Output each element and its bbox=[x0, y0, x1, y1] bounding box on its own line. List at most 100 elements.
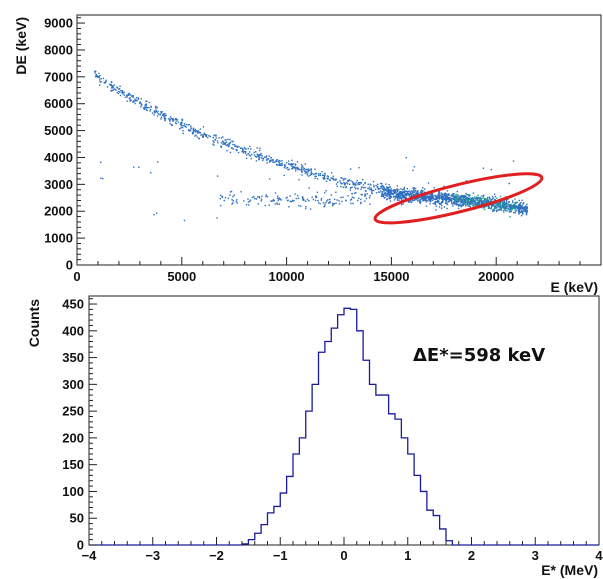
scatter-point-436 bbox=[132, 96, 134, 98]
scatter-point-537 bbox=[294, 166, 297, 169]
scatter-point-588 bbox=[292, 166, 294, 168]
scatter-point-1158 bbox=[426, 196, 428, 198]
scatter-point-1143 bbox=[428, 198, 431, 200]
scatter-point-1945 bbox=[442, 199, 444, 201]
scatter-point-1177 bbox=[492, 210, 494, 213]
scatter-point-45 bbox=[314, 175, 316, 178]
scatter-point-666 bbox=[335, 202, 337, 205]
scatter-point-1709 bbox=[457, 207, 460, 210]
scatter-point-1230 bbox=[455, 195, 457, 197]
scatter-point-1605 bbox=[482, 207, 484, 209]
scatter-point-1699 bbox=[397, 195, 400, 197]
scatter-point-665 bbox=[245, 203, 248, 206]
scatter-point-75 bbox=[242, 150, 244, 152]
scatter-point-109 bbox=[278, 159, 280, 162]
scatter-point-1654 bbox=[471, 200, 473, 202]
selection-contour bbox=[373, 172, 544, 225]
x-tick-label: 2 bbox=[468, 548, 475, 563]
scatter-point-667 bbox=[350, 198, 353, 200]
scatter-point-613 bbox=[115, 89, 117, 91]
scatter-point-2196 bbox=[381, 184, 384, 187]
scatter-point-1943 bbox=[431, 197, 434, 200]
scatter-point-1411 bbox=[425, 194, 427, 196]
scatter-point-2161 bbox=[478, 200, 481, 203]
scatter-point-1608 bbox=[411, 194, 413, 197]
scatter-point-2198 bbox=[388, 197, 390, 199]
scatter-point-1416 bbox=[457, 205, 460, 207]
scatter-point-561 bbox=[255, 160, 258, 162]
scatter-point-1957 bbox=[483, 197, 486, 200]
scatter-point-2122 bbox=[435, 195, 438, 198]
scatter-point-2137 bbox=[500, 207, 502, 210]
scatter-point-557 bbox=[262, 157, 265, 160]
scatter-point-1090 bbox=[434, 202, 436, 205]
scatter-point-2168 bbox=[504, 208, 506, 210]
scatter-point-538 bbox=[339, 181, 342, 184]
scatter-point-1997 bbox=[438, 192, 440, 195]
scatter-point-1924 bbox=[450, 199, 453, 202]
scatter-point-1432 bbox=[502, 209, 505, 212]
scatter-point-485 bbox=[232, 143, 234, 146]
scatter-point-2067 bbox=[453, 193, 455, 195]
scatter-point-1295 bbox=[431, 194, 434, 196]
scatter-point-1057 bbox=[521, 199, 523, 202]
scatter-point-608 bbox=[150, 105, 152, 108]
scatter-point-329 bbox=[261, 155, 263, 157]
scatter-point-414 bbox=[266, 158, 269, 160]
scatter-point-1835 bbox=[499, 195, 502, 198]
scatter-point-2046 bbox=[416, 192, 418, 195]
scatter-point-179 bbox=[325, 180, 328, 183]
scatter-point-164 bbox=[276, 163, 278, 165]
scatter-point-696 bbox=[327, 202, 330, 204]
scatter-point-1772 bbox=[522, 210, 524, 212]
scatter-point-273 bbox=[237, 151, 240, 154]
scatter-point-284 bbox=[229, 138, 231, 141]
scatter-point-945 bbox=[498, 209, 500, 211]
scatter-point-685 bbox=[336, 199, 338, 201]
scatter-point-559 bbox=[97, 76, 99, 78]
scatter-point-1250 bbox=[428, 198, 430, 201]
scatter-point-2005 bbox=[401, 194, 403, 197]
scatter-point-1633 bbox=[424, 197, 426, 199]
scatter-point-1364 bbox=[482, 201, 484, 203]
scatter-point-1211 bbox=[466, 199, 469, 202]
scatter-point-511 bbox=[379, 187, 382, 190]
scatter-point-111 bbox=[329, 179, 331, 181]
scatter-point-1949 bbox=[519, 205, 522, 207]
scatter-point-2136 bbox=[465, 196, 468, 199]
scatter-point-298 bbox=[139, 101, 142, 103]
scatter-point-637 bbox=[319, 173, 322, 175]
scatter-point-1548 bbox=[381, 183, 383, 185]
scatter-point-78 bbox=[287, 160, 290, 162]
scatter-point-351 bbox=[295, 167, 297, 169]
scatter-point-1869 bbox=[380, 195, 383, 197]
scatter-point-567 bbox=[113, 84, 116, 86]
scatter-point-1824 bbox=[488, 199, 490, 201]
scatter-point-1061 bbox=[402, 191, 405, 194]
scatter-point-1721 bbox=[486, 200, 488, 202]
scatter-point-397 bbox=[379, 182, 382, 185]
scatter-point-104 bbox=[212, 136, 214, 139]
scatter-point-1001 bbox=[509, 208, 511, 211]
scatter-point-2234 bbox=[347, 179, 350, 181]
scatter-point-516 bbox=[349, 187, 352, 189]
scatter-point-600 bbox=[327, 177, 329, 180]
scatter-point-1936 bbox=[509, 204, 511, 206]
scatter-point-469 bbox=[344, 178, 347, 180]
scatter-point-221 bbox=[98, 72, 100, 75]
histogram-bin-6 bbox=[280, 493, 286, 545]
scatter-point-2086 bbox=[450, 194, 453, 197]
scatter-point-313 bbox=[315, 172, 318, 175]
scatter-point-1810 bbox=[523, 202, 525, 204]
scatter-point-2031 bbox=[439, 203, 441, 206]
scatter-point-547 bbox=[192, 132, 195, 134]
scatter-point-422 bbox=[225, 144, 227, 147]
scatter-point-290 bbox=[281, 162, 283, 164]
scatter-point-768 bbox=[308, 187, 310, 189]
y-tick-label: 6000 bbox=[44, 96, 73, 111]
scatter-point-291 bbox=[264, 156, 266, 158]
scatter-point-738 bbox=[270, 200, 272, 202]
scatter-point-721 bbox=[364, 193, 366, 195]
scatter-point-1893 bbox=[521, 205, 523, 208]
scatter-point-122 bbox=[330, 172, 333, 174]
